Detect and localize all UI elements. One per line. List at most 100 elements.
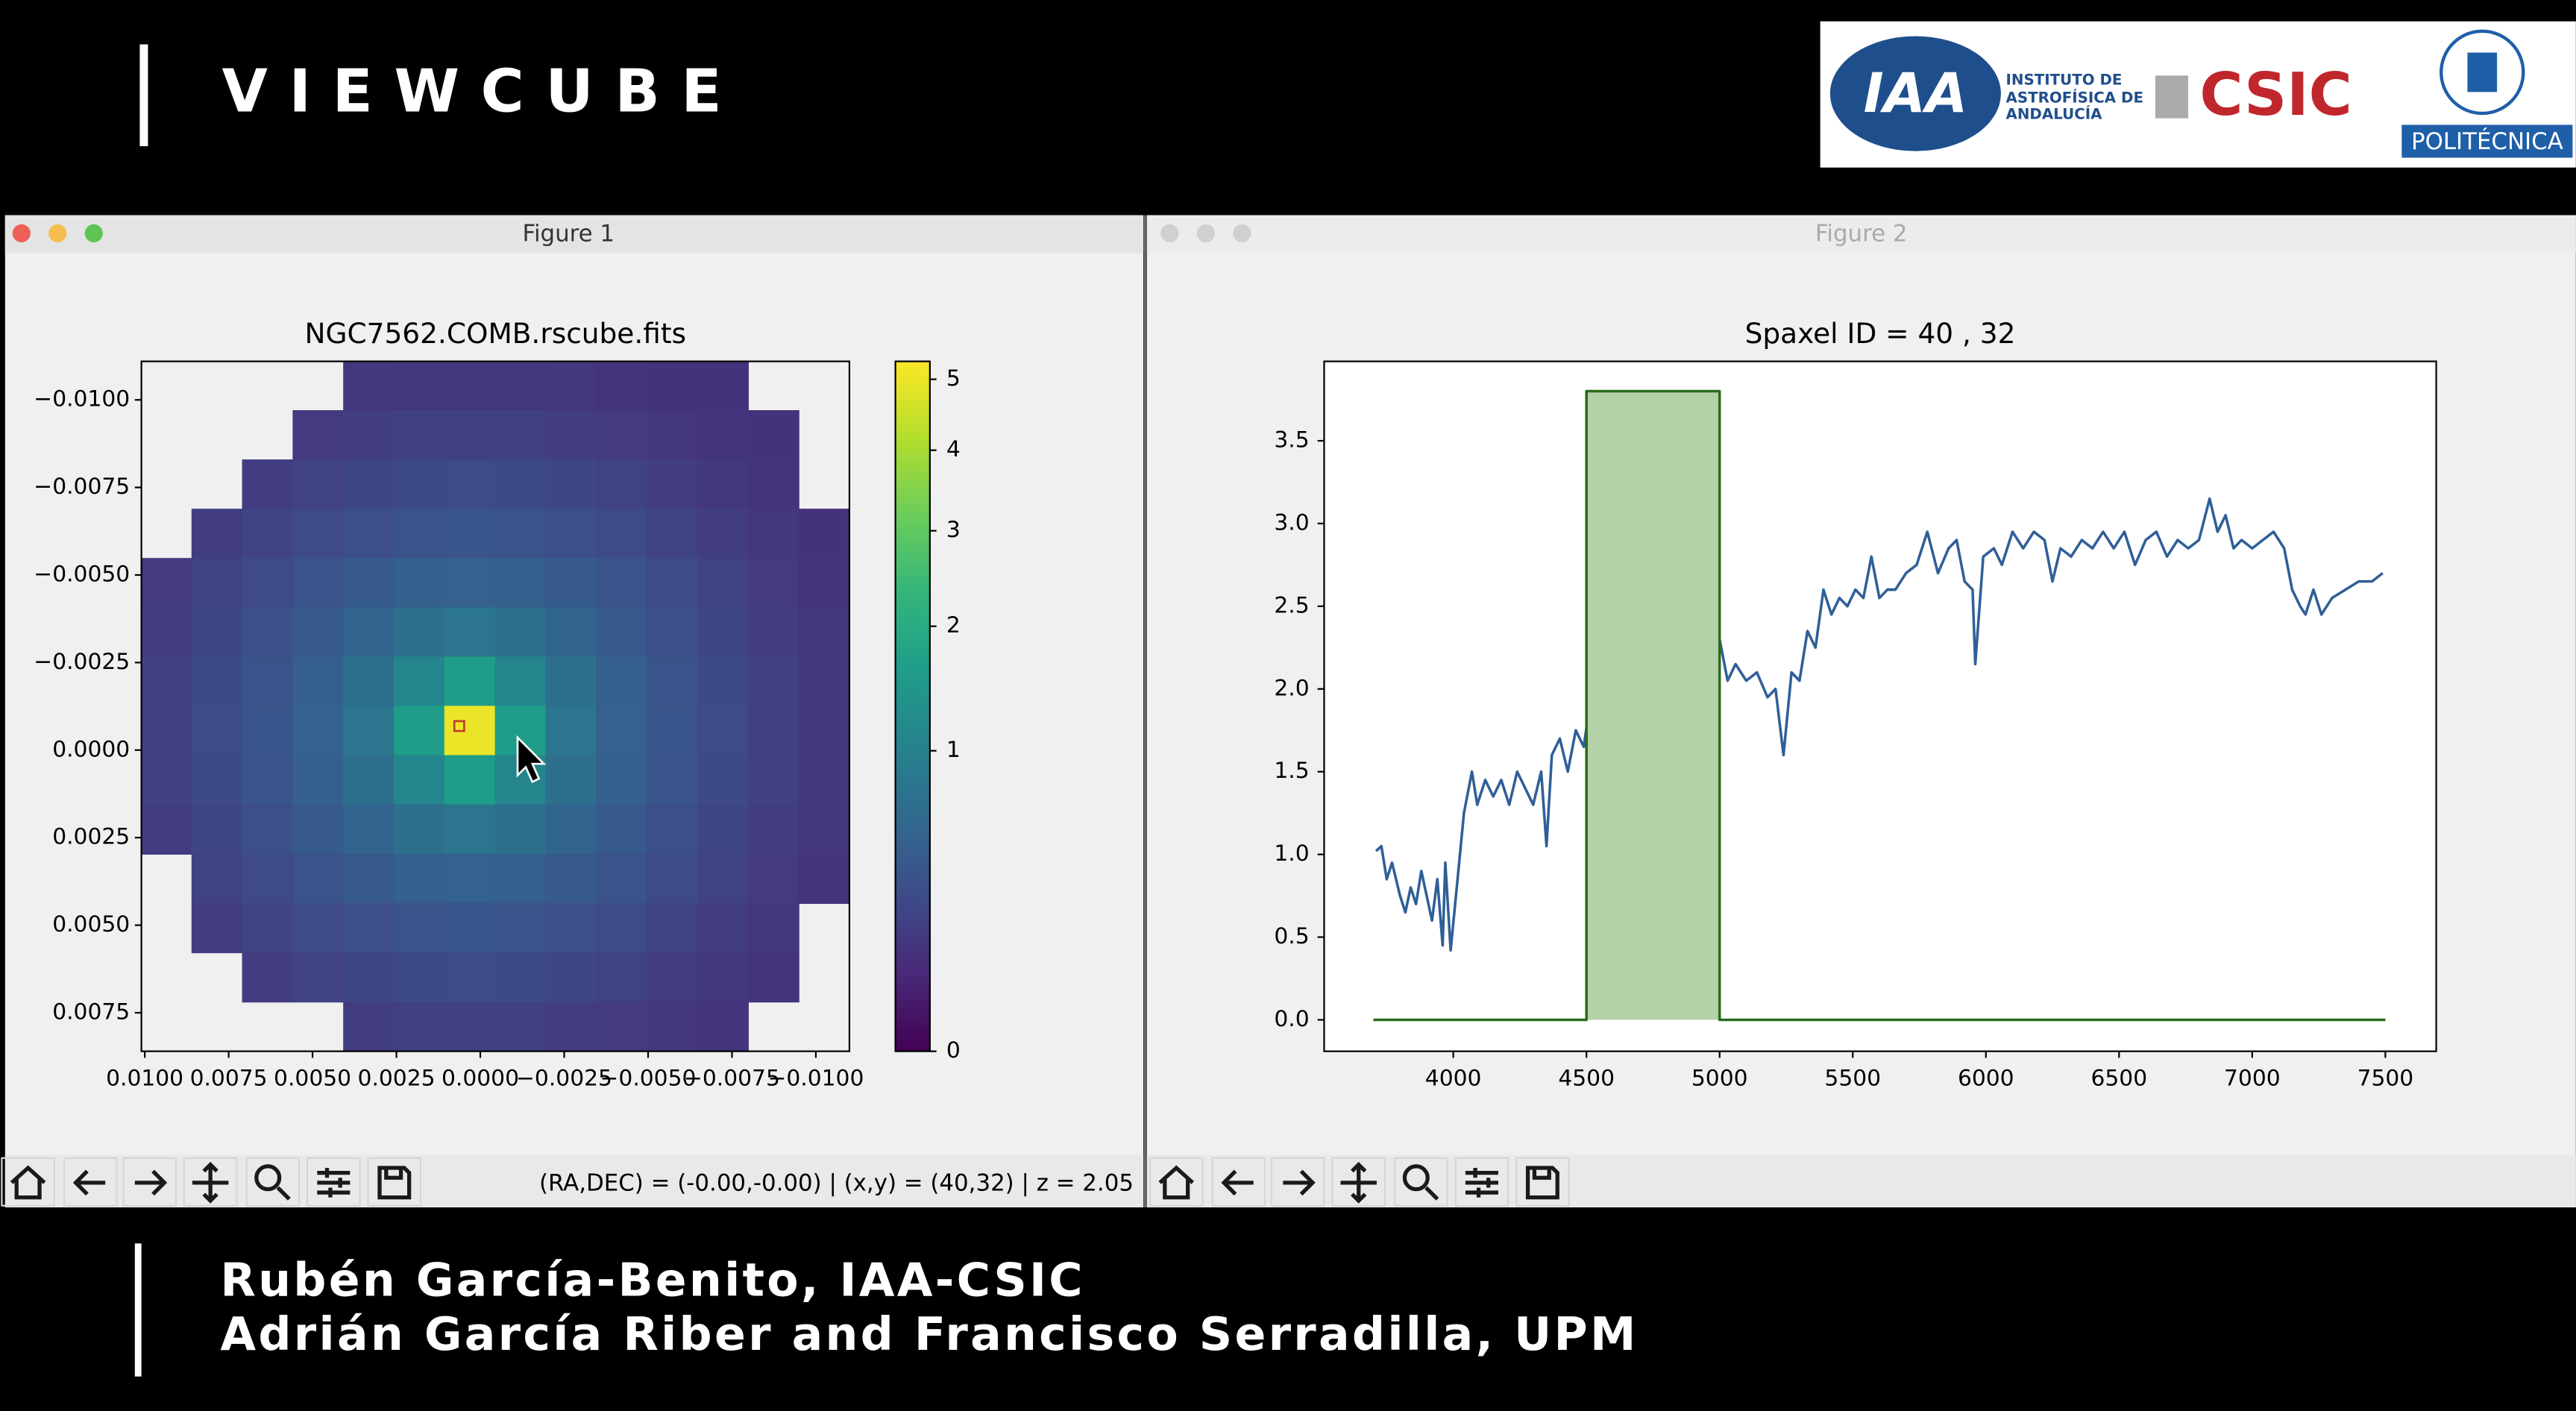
toolbar-button[interactable]: [245, 1157, 301, 1207]
toolbar-icon: [10, 1165, 46, 1200]
logo-banner: IAA INSTITUTO DE ASTROFÍSICA DE ANDALUCÍ…: [1820, 21, 2576, 168]
status-text: (RA,DEC) = (-0.00,-0.00) | (x,y) = (40,3…: [539, 1170, 1134, 1197]
x-tick-label: −0.0100: [767, 1066, 864, 1092]
heatmap-cell: [444, 755, 496, 805]
toolbar-button[interactable]: [1211, 1157, 1266, 1207]
heatmap-cell: [343, 558, 395, 609]
heatmap-cell: [494, 656, 547, 707]
y-tick-label: 2.0: [1274, 675, 1309, 701]
toolbar-button[interactable]: [306, 1157, 361, 1207]
zoom-button[interactable]: [1233, 224, 1251, 242]
close-button[interactable]: [12, 224, 31, 242]
toolbar-icon: [1402, 1164, 1439, 1201]
colorbar-tick-label: 1: [946, 737, 961, 763]
zoom-button[interactable]: [84, 224, 103, 242]
minimize-button[interactable]: [48, 224, 67, 242]
toolbar-icon: [1158, 1165, 1195, 1200]
selected-spaxel: [453, 720, 465, 732]
heatmap-cell: [242, 706, 294, 756]
heatmap-cell: [545, 853, 597, 905]
heatmap-cell: [647, 706, 699, 756]
heatmap-cell: [494, 459, 547, 510]
toolbar-button[interactable]: [1270, 1157, 1325, 1207]
heatmap-cell: [444, 509, 496, 559]
x-tick-label: 7500: [2357, 1066, 2414, 1092]
heatmap-cell: [343, 902, 395, 954]
mouse-pointer: [516, 735, 547, 784]
x-tick-label: 6000: [1958, 1066, 2014, 1092]
heatmap-cell: [596, 656, 648, 707]
toolbar-icon: [192, 1161, 229, 1204]
heatmap-cell: [393, 853, 446, 905]
heatmap-cell: [444, 409, 496, 461]
heatmap-cell: [444, 1001, 496, 1052]
heatmap-cell: [747, 902, 799, 954]
toolbar-icon: [1340, 1161, 1377, 1204]
close-button[interactable]: [1160, 224, 1179, 242]
heatmap-cell: [393, 409, 446, 461]
toolbar-button[interactable]: [183, 1157, 238, 1207]
heatmap-cell: [697, 607, 749, 658]
plot-area: [1324, 361, 2437, 1052]
toolbar-button[interactable]: [1149, 1157, 1204, 1207]
heatmap-cell: [292, 558, 345, 609]
heatmap-cell: [697, 952, 749, 1003]
heatmap-cell: [647, 853, 699, 905]
heatmap-cell: [596, 360, 648, 412]
heatmap-cell: [545, 706, 597, 756]
toolbar-button[interactable]: [1, 1157, 55, 1207]
heatmap-cell: [494, 1001, 547, 1052]
heatmap-cell: [545, 607, 597, 658]
y-tick-label: 0.0050: [52, 911, 130, 937]
minimize-button[interactable]: [1196, 224, 1215, 242]
toolbar-button[interactable]: [1394, 1157, 1448, 1207]
heatmap-cell: [343, 755, 395, 805]
heatmap-cell: [647, 360, 699, 412]
video-title: VIEWCUBE: [222, 57, 744, 126]
heatmap-cell: [798, 558, 850, 609]
colorbar-tick-label: 5: [946, 365, 961, 392]
toolbar-button[interactable]: [367, 1157, 422, 1207]
colorbar-tick-label: 2: [946, 612, 961, 638]
toolbar-icon: [1221, 1169, 1254, 1196]
toolbar-icon: [377, 1166, 412, 1200]
heatmap-cell: [242, 853, 294, 905]
heatmap-cell: [444, 607, 496, 658]
heatmap-cell: [596, 558, 648, 609]
heatmap-cell: [545, 755, 597, 805]
heatmap-cell: [647, 607, 699, 658]
toolbar-button[interactable]: [63, 1157, 118, 1207]
heatmap-cell: [343, 409, 395, 461]
heatmap-cell: [798, 607, 850, 658]
heatmap-cell: [545, 1001, 597, 1052]
heatmap-cell: [140, 656, 193, 707]
heatmap-cell: [647, 656, 699, 707]
heatmap-cell: [596, 902, 648, 954]
toolbar-button[interactable]: [122, 1157, 177, 1207]
heatmap-cell: [292, 804, 345, 855]
axes-frame: [1323, 360, 2437, 1052]
toolbar-button[interactable]: [1454, 1157, 1510, 1207]
heatmap-cell: [697, 853, 749, 905]
heatmap-cell: [545, 952, 597, 1003]
toolbar-button[interactable]: [1331, 1157, 1386, 1207]
heatmap-cell: [242, 755, 294, 805]
heatmap-cell: [343, 656, 395, 707]
heatmap-cell: [191, 755, 243, 805]
x-tick-label: −0.0050: [600, 1066, 697, 1092]
x-tick-label: 0.0000: [442, 1066, 519, 1092]
heatmap-cell: [494, 558, 547, 609]
heatmap-cell: [596, 1001, 648, 1052]
heatmap-cell: [242, 558, 294, 609]
heatmap-cell: [393, 902, 446, 954]
x-tick-label: 0.0075: [190, 1066, 268, 1092]
heatmap-cell: [393, 706, 446, 756]
heatmap-cell: [292, 706, 345, 756]
toolbar-button[interactable]: [1515, 1157, 1570, 1207]
iaa-name-line: ASTROFÍSICA DE: [2006, 89, 2144, 107]
heatmap-cell: [697, 360, 749, 412]
window-titlebar: [4, 215, 1144, 254]
iaa-logo-shape: [1829, 36, 2001, 151]
heatmap-cell: [393, 656, 446, 707]
heatmap-cell: [747, 853, 799, 905]
